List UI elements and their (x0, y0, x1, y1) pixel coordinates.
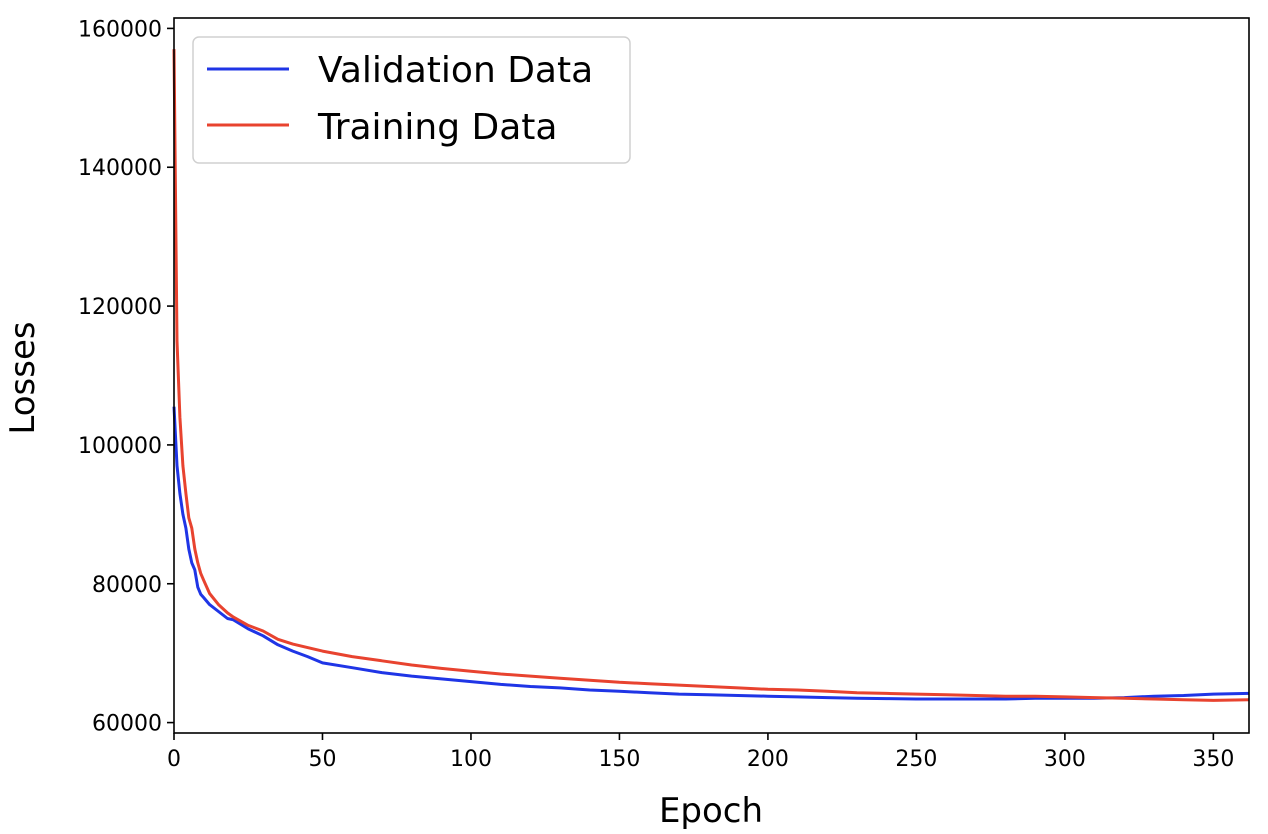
series-line-training-data (172, 49, 1250, 702)
y-tick-label: 60000 (92, 712, 162, 737)
plot-frame (173, 17, 1250, 734)
x-tick-label: 150 (598, 747, 640, 772)
legend-label-validation: Validation Data (318, 50, 593, 91)
x-tick-label: 0 (167, 747, 181, 772)
x-axis-title: Epoch (659, 791, 763, 831)
x-tick-label: 300 (1044, 747, 1086, 772)
y-tick-label: 80000 (92, 573, 162, 598)
x-tick-label: 200 (747, 747, 789, 772)
legend-box (192, 36, 631, 164)
legend-label-training: Training Data (317, 107, 557, 148)
series-layer (172, 49, 1250, 702)
legend: Validation Data Training Data (192, 36, 631, 164)
x-tick-label: 100 (450, 747, 492, 772)
y-tick-label: 120000 (78, 295, 162, 320)
y-tick-label: 160000 (78, 17, 162, 42)
x-tick-label: 350 (1192, 747, 1234, 772)
x-tick-label: 250 (895, 747, 937, 772)
x-axis: 0 50 100 150 200 250 300 350 (167, 733, 1234, 772)
y-tick-label: 100000 (78, 434, 162, 459)
x-tick-label: 50 (308, 747, 336, 772)
y-axis: 60000 80000 100000 120000 140000 160000 (78, 17, 174, 737)
series-line-validation-data (172, 406, 1250, 701)
y-axis-title: Losses (3, 321, 43, 434)
y-tick-label: 140000 (78, 156, 162, 181)
